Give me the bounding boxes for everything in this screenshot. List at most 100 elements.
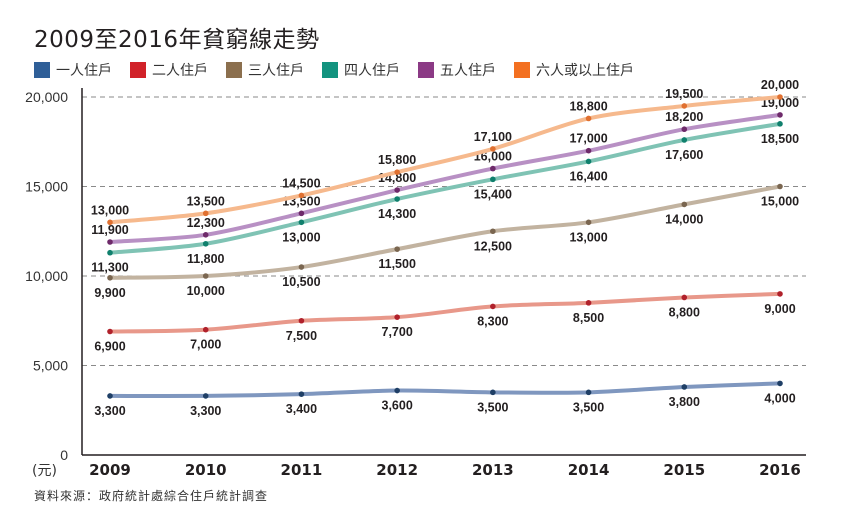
x-tick-label: 2009 xyxy=(89,461,131,479)
legend-swatch xyxy=(34,62,50,78)
data-point xyxy=(298,264,305,270)
data-label: 9,000 xyxy=(764,302,795,316)
data-label: 4,000 xyxy=(764,391,795,405)
legend-swatch xyxy=(130,62,146,78)
data-point xyxy=(490,389,496,396)
legend-swatch xyxy=(514,62,530,78)
data-point xyxy=(490,165,496,172)
data-point xyxy=(202,393,209,399)
data-point xyxy=(298,192,305,199)
data-label: 8,500 xyxy=(573,311,604,325)
data-label: 12,300 xyxy=(187,216,225,230)
data-point xyxy=(585,300,592,306)
data-point xyxy=(107,274,113,281)
data-label: 6,900 xyxy=(94,339,125,353)
data-label: 7,700 xyxy=(382,325,413,339)
data-point xyxy=(298,219,305,226)
data-point xyxy=(202,273,209,279)
y-tick-label: 5,000 xyxy=(33,358,68,374)
data-point xyxy=(490,176,496,183)
data-point xyxy=(585,147,592,154)
chart-title: 2009至2016年貧窮線走勢 xyxy=(34,27,320,53)
data-label: 17,100 xyxy=(474,130,512,144)
data-point xyxy=(585,115,592,122)
series-line-2 xyxy=(108,291,782,334)
data-point xyxy=(394,387,400,394)
data-point xyxy=(107,239,113,245)
data-point xyxy=(298,210,305,217)
data-label: 10,000 xyxy=(187,284,225,298)
x-tick-label: 2014 xyxy=(568,461,610,479)
data-point xyxy=(490,146,496,152)
legend: 一人住戶 二人住戶 三人住戶 四人住戶 五人住戶 六人或以上住戶 xyxy=(34,60,652,80)
data-point xyxy=(681,137,688,143)
x-tick-label: 2016 xyxy=(759,461,801,479)
data-label: 11,900 xyxy=(91,223,129,237)
legend-label: 一人住戶 xyxy=(56,63,112,79)
data-point xyxy=(585,389,592,396)
data-label: 17,600 xyxy=(665,148,703,162)
data-label: 3,800 xyxy=(669,395,700,409)
data-label: 3,300 xyxy=(190,404,221,418)
data-label: 12,500 xyxy=(474,239,512,253)
legend-swatch xyxy=(418,62,434,78)
data-label: 18,200 xyxy=(665,110,703,124)
legend-label: 三人住戶 xyxy=(248,63,304,79)
data-point xyxy=(681,201,688,208)
data-label: 13,500 xyxy=(187,194,225,208)
data-point xyxy=(585,158,592,165)
data-label: 11,800 xyxy=(187,252,225,266)
data-point xyxy=(681,126,688,133)
data-label: 15,800 xyxy=(378,153,416,167)
data-point xyxy=(777,121,783,127)
data-point xyxy=(585,219,592,226)
legend-label: 二人住戶 xyxy=(152,63,208,79)
x-tick-label: 2015 xyxy=(663,461,705,479)
data-point xyxy=(777,291,783,297)
legend-swatch xyxy=(322,62,338,78)
legend-item-6-plus-person: 六人或以上住戶 xyxy=(514,60,634,80)
data-point xyxy=(681,294,688,301)
data-point xyxy=(681,384,688,390)
data-point xyxy=(298,391,305,397)
data-label: 3,600 xyxy=(382,399,413,413)
series-line-3 xyxy=(108,184,782,280)
data-label: 3,400 xyxy=(286,402,317,416)
data-label: 9,900 xyxy=(94,286,125,300)
y-tick-label: 10,000 xyxy=(25,268,68,284)
data-label: 11,500 xyxy=(378,257,416,271)
data-point xyxy=(107,219,113,226)
data-label: 3,500 xyxy=(477,400,508,414)
y-tick-label: 0 xyxy=(60,447,68,463)
data-label: 17,000 xyxy=(569,132,607,146)
data-label: 15,000 xyxy=(761,195,799,209)
data-point xyxy=(202,210,209,217)
data-label: 18,500 xyxy=(761,132,799,146)
x-tick-label: 2013 xyxy=(472,461,514,479)
data-label: 15,400 xyxy=(474,187,512,201)
data-label: 14,500 xyxy=(282,176,320,190)
data-label: 19,500 xyxy=(665,87,703,101)
data-point xyxy=(777,112,783,118)
data-label: 8,300 xyxy=(477,314,508,328)
data-point xyxy=(394,314,400,320)
x-tick-label: 2011 xyxy=(281,461,323,479)
series-line-1 xyxy=(108,381,782,399)
legend-item-4-person: 四人住戶 xyxy=(322,60,400,80)
x-tick-label: 2012 xyxy=(376,461,418,479)
series-line-6 xyxy=(108,95,782,225)
data-label: 13,000 xyxy=(282,230,320,244)
legend-label: 六人或以上住戶 xyxy=(536,63,634,79)
data-point xyxy=(394,187,400,193)
y-tick-label: 20,000 xyxy=(25,89,68,105)
data-point xyxy=(202,240,209,247)
source-note: 資料來源：政府統計處綜合住戶統計調查 xyxy=(34,489,269,503)
legend-label: 五人住戶 xyxy=(440,63,496,79)
y-tick-label: 15,000 xyxy=(25,179,68,195)
data-label: 20,000 xyxy=(761,78,799,92)
series-line-5 xyxy=(108,112,782,244)
data-point xyxy=(681,103,688,109)
data-point xyxy=(777,380,783,387)
data-label: 3,300 xyxy=(94,404,125,418)
